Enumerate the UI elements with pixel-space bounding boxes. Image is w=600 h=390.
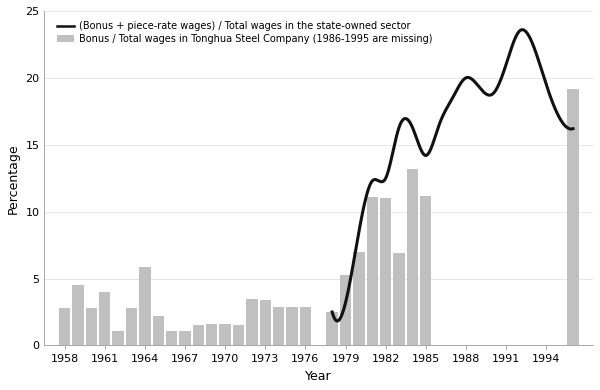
Bar [300,307,311,346]
Bar [126,308,137,346]
Bar [139,266,151,346]
Bar [246,299,257,346]
Bar [206,324,217,346]
Bar [59,308,70,346]
Bar [220,324,231,346]
Bar [567,89,578,346]
Bar [394,253,405,346]
Bar [420,196,431,346]
Bar [407,169,418,346]
Bar [166,331,177,346]
Bar [353,252,365,346]
Bar [112,331,124,346]
Bar [99,292,110,346]
Bar [72,285,83,346]
Y-axis label: Percentage: Percentage [7,143,20,213]
Bar [273,307,284,346]
Bar [380,198,391,346]
Bar [367,197,378,346]
Bar [340,275,351,346]
Bar [326,312,338,346]
Legend: (Bonus + piece-rate wages) / Total wages in the state-owned sector, Bonus / Tota: (Bonus + piece-rate wages) / Total wages… [53,17,437,48]
X-axis label: Year: Year [305,370,332,383]
Bar [86,308,97,346]
Bar [193,325,204,346]
Bar [260,300,271,346]
Bar [286,307,298,346]
Bar [179,331,191,346]
Bar [233,325,244,346]
Bar [152,316,164,346]
